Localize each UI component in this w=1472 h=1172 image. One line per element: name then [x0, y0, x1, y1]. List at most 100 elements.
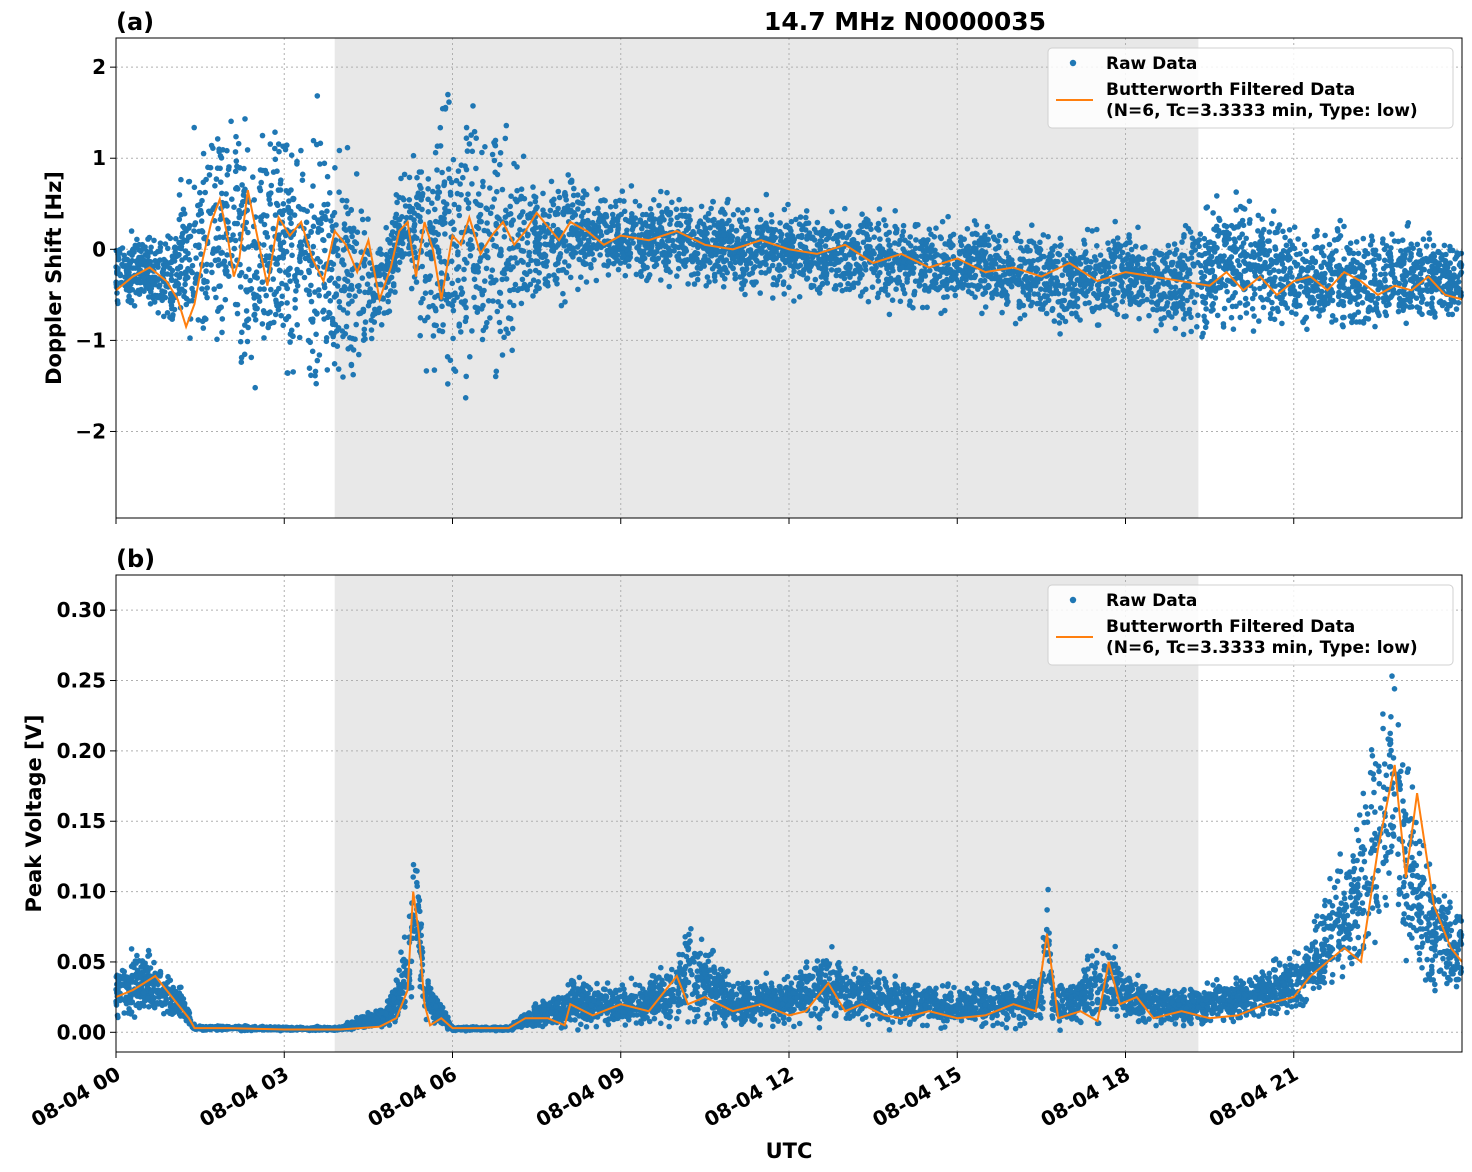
raw-data-point — [540, 260, 547, 267]
raw-data-point — [571, 185, 577, 192]
raw-data-point — [1372, 267, 1378, 273]
raw-data-point — [1432, 310, 1438, 316]
raw-data-point — [1173, 301, 1180, 307]
raw-data-point — [833, 267, 840, 274]
raw-data-point — [280, 322, 287, 329]
raw-data-point — [588, 245, 595, 252]
raw-data-point — [494, 188, 500, 195]
raw-data-point — [1164, 251, 1170, 258]
raw-data-point — [813, 229, 820, 236]
raw-data-point — [730, 265, 736, 272]
raw-data-point — [393, 192, 400, 198]
raw-data-point — [876, 253, 883, 259]
raw-data-point — [233, 133, 239, 140]
raw-data-point — [1287, 238, 1293, 244]
raw-data-point — [238, 359, 245, 366]
raw-data-point — [448, 220, 454, 227]
raw-data-point — [298, 206, 304, 212]
raw-data-point — [348, 362, 355, 369]
raw-data-point — [475, 191, 482, 197]
raw-data-point — [285, 370, 291, 376]
raw-data-point — [1030, 265, 1037, 272]
raw-data-point — [1221, 305, 1228, 312]
raw-data-point — [1331, 237, 1338, 243]
raw-data-point — [458, 329, 464, 335]
raw-data-point — [923, 256, 930, 263]
raw-data-point — [1146, 267, 1152, 274]
raw-data-point — [720, 225, 727, 232]
raw-data-point — [267, 141, 274, 147]
raw-data-point — [343, 323, 350, 330]
raw-data-point — [259, 279, 266, 286]
raw-data-point — [669, 237, 676, 244]
raw-data-point — [1212, 245, 1219, 252]
raw-data-point — [499, 352, 506, 358]
raw-data-point — [344, 278, 351, 285]
raw-data-point — [480, 183, 486, 190]
raw-data-point — [277, 187, 284, 193]
raw-data-point — [314, 93, 321, 99]
raw-data-point — [1404, 223, 1411, 229]
raw-data-point — [335, 275, 342, 282]
raw-data-point — [1441, 242, 1448, 249]
raw-data-point — [282, 146, 289, 153]
raw-data-point — [378, 322, 385, 328]
raw-data-point — [217, 165, 223, 172]
raw-data-point — [581, 235, 587, 241]
raw-data-point — [517, 196, 524, 202]
raw-data-point — [770, 295, 776, 301]
raw-data-point — [975, 282, 981, 289]
raw-data-point — [277, 240, 284, 247]
raw-data-point — [978, 278, 985, 284]
raw-data-point — [763, 191, 770, 198]
raw-data-point — [1389, 272, 1395, 278]
raw-data-point — [534, 283, 540, 290]
raw-data-point — [1260, 304, 1267, 311]
raw-data-point — [426, 276, 432, 283]
raw-data-point — [615, 266, 622, 273]
raw-data-point — [715, 220, 722, 226]
raw-data-point — [1133, 279, 1140, 286]
raw-data-point — [710, 199, 716, 205]
raw-data-point — [303, 287, 310, 293]
raw-data-point — [336, 298, 343, 305]
raw-data-point — [1416, 247, 1423, 254]
raw-data-point — [361, 263, 368, 269]
raw-data-point — [729, 234, 736, 240]
raw-data-point — [391, 235, 397, 241]
raw-data-point — [463, 373, 470, 380]
raw-data-point — [453, 177, 460, 184]
raw-data-point — [189, 262, 196, 269]
raw-data-point — [757, 290, 763, 296]
raw-data-point — [806, 265, 812, 272]
raw-data-point — [1069, 291, 1075, 298]
raw-data-point — [279, 280, 285, 287]
raw-data-point — [487, 185, 493, 191]
raw-data-point — [555, 260, 561, 266]
raw-data-point — [989, 275, 995, 282]
raw-data-point — [465, 205, 472, 212]
raw-data-point — [656, 202, 662, 209]
raw-data-point — [1424, 301, 1430, 307]
raw-data-point — [242, 116, 248, 122]
raw-data-point — [1355, 250, 1362, 257]
raw-data-point — [469, 328, 475, 334]
raw-data-point — [1287, 286, 1294, 293]
raw-data-point — [1287, 290, 1294, 297]
raw-data-point — [1309, 306, 1316, 312]
raw-data-point — [339, 328, 346, 334]
raw-data-point — [1360, 235, 1367, 242]
raw-data-point — [287, 215, 293, 222]
raw-data-point — [327, 190, 333, 196]
raw-data-point — [804, 275, 811, 282]
raw-data-point — [639, 225, 645, 232]
raw-data-point — [941, 294, 947, 301]
raw-data-point — [232, 237, 239, 244]
raw-data-point — [534, 260, 540, 267]
raw-data-point — [233, 158, 240, 164]
raw-data-point — [288, 152, 295, 158]
raw-data-point — [1336, 289, 1342, 296]
raw-data-point — [343, 204, 349, 210]
raw-data-point — [463, 304, 469, 311]
raw-data-point — [816, 264, 822, 271]
